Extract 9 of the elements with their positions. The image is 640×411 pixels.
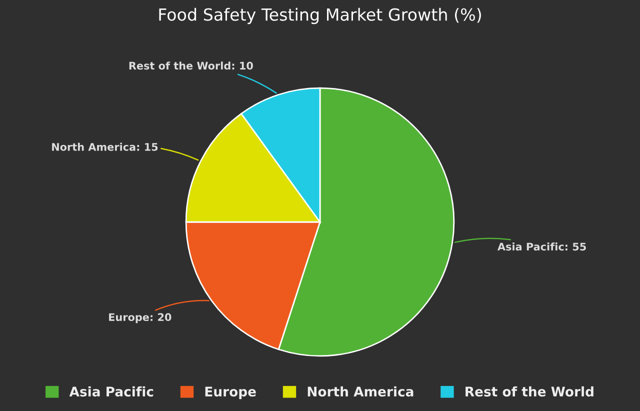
data-label: Asia Pacific: 55 — [498, 242, 586, 251]
data-label: Europe: 20 — [109, 313, 172, 324]
data-label: North America: 15 — [52, 142, 158, 151]
chart-title: Food Safety Testing Market Growth (%) — [159, 8, 481, 24]
legend-label: Rest of the World — [466, 386, 594, 397]
legend-label: Europe — [205, 386, 256, 400]
data-label: Rest of the World: 10 — [129, 62, 253, 70]
legend-label: North America — [308, 386, 414, 397]
legend-label: Asia Pacific — [69, 386, 154, 397]
